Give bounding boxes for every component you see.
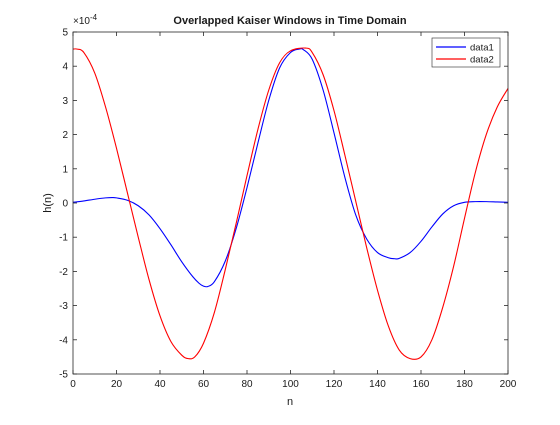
series-line-data2 bbox=[72, 47, 509, 360]
x-tick-label: 40 bbox=[154, 379, 166, 390]
y-tick-label: 1 bbox=[62, 164, 68, 175]
legend-label-data1: data1 bbox=[470, 43, 494, 54]
y-exponent-power: -4 bbox=[90, 13, 98, 22]
series-layer bbox=[72, 47, 509, 360]
x-tick-label: 200 bbox=[500, 379, 517, 390]
x-tick-label: 0 bbox=[70, 379, 76, 390]
y-tick-label: 4 bbox=[62, 62, 68, 73]
x-tick-label: 160 bbox=[413, 379, 430, 390]
y-tick-label: -1 bbox=[59, 233, 68, 244]
legend: data1 data2 bbox=[431, 37, 501, 68]
chart-title: Overlapped Kaiser Windows in Time Domain bbox=[173, 15, 406, 27]
x-tick-label: 120 bbox=[326, 379, 343, 390]
y-axis-label: h(n) bbox=[42, 193, 54, 213]
y-tick-label: 5 bbox=[62, 28, 68, 39]
legend-box bbox=[431, 37, 501, 68]
y-tick-label: -4 bbox=[59, 335, 68, 346]
x-axis-label: n bbox=[287, 396, 293, 408]
y-tick-label: 0 bbox=[62, 199, 68, 210]
series-line-data1 bbox=[72, 48, 509, 288]
y-tick-label: -2 bbox=[59, 267, 68, 278]
y-tick-label: -3 bbox=[59, 301, 68, 312]
plot-area bbox=[73, 32, 508, 374]
x-tick-label: 140 bbox=[369, 379, 386, 390]
x-tick-label: 100 bbox=[282, 379, 299, 390]
x-axis-ticks: 0 20 40 60 80 100 120 140 160 180 200 bbox=[70, 32, 517, 390]
y-tick-label: -5 bbox=[59, 370, 68, 381]
legend-label-data2: data2 bbox=[470, 55, 494, 66]
x-tick-label: 80 bbox=[241, 379, 253, 390]
y-axis-exponent: ×10-4 bbox=[73, 13, 98, 27]
x-tick-label: 20 bbox=[111, 379, 123, 390]
x-tick-label: 60 bbox=[198, 379, 210, 390]
y-tick-label: 2 bbox=[62, 130, 68, 141]
y-exponent-base: ×10 bbox=[73, 16, 90, 27]
y-tick-label: 3 bbox=[62, 96, 68, 107]
y-axis-ticks: -5 -4 -3 -2 -1 0 1 2 3 4 5 bbox=[59, 28, 508, 381]
x-tick-label: 180 bbox=[456, 379, 473, 390]
